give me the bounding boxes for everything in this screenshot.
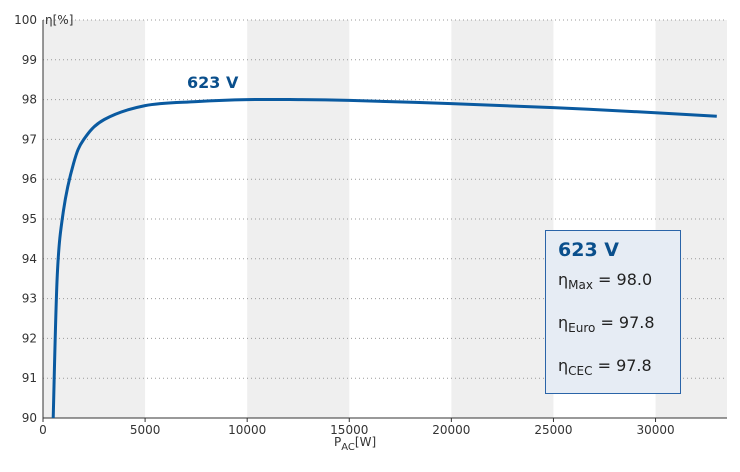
- legend-row-max: ηMax = 98.0: [558, 270, 653, 293]
- tick-labels: 90 91 92 93 94 95 96 97 98 99 100 0 5000 10000 15000 20…: [14, 13, 675, 437]
- legend-row-cec: ηCEC = 97.8: [558, 356, 652, 379]
- x-tick-label: 15000: [330, 423, 368, 437]
- y-tick-label: 90: [22, 411, 37, 425]
- series-label: 623 V: [187, 73, 239, 92]
- y-tick-label: 94: [22, 252, 37, 266]
- background-band: [451, 20, 554, 418]
- y-tick-label: 95: [22, 212, 37, 226]
- y-tick-label: 99: [22, 53, 37, 67]
- y-tick-label: 93: [22, 292, 37, 306]
- y-tick-label: 97: [22, 132, 37, 146]
- y-tick-label: 98: [22, 93, 37, 107]
- background-bands: [43, 20, 727, 418]
- series-line-623v: [51, 97, 717, 419]
- legend-title: 623 V: [558, 239, 619, 261]
- x-tick-label: 25000: [534, 423, 572, 437]
- y-tick-label: 100: [14, 13, 37, 27]
- y-tick-label: 91: [22, 371, 37, 385]
- x-tick-label: 30000: [636, 423, 674, 437]
- background-band: [43, 20, 146, 418]
- x-axis-label: PAC[W]: [334, 435, 376, 453]
- x-tick-label: 0: [39, 423, 47, 437]
- background-band: [247, 20, 350, 418]
- x-tick-label: 20000: [432, 423, 470, 437]
- y-tick-label: 96: [22, 172, 37, 186]
- y-tick-label: 92: [22, 331, 37, 345]
- axes: [42, 20, 727, 419]
- efficiency-legend: 623 V ηMax = 98.0 ηEuro = 97.8 ηCEC = 97…: [545, 230, 681, 394]
- x-tick-label: 5000: [130, 423, 161, 437]
- legend-row-euro: ηEuro = 97.8: [558, 313, 655, 336]
- x-tick-label: 10000: [228, 423, 266, 437]
- y-axis-label: η[%]: [45, 13, 73, 27]
